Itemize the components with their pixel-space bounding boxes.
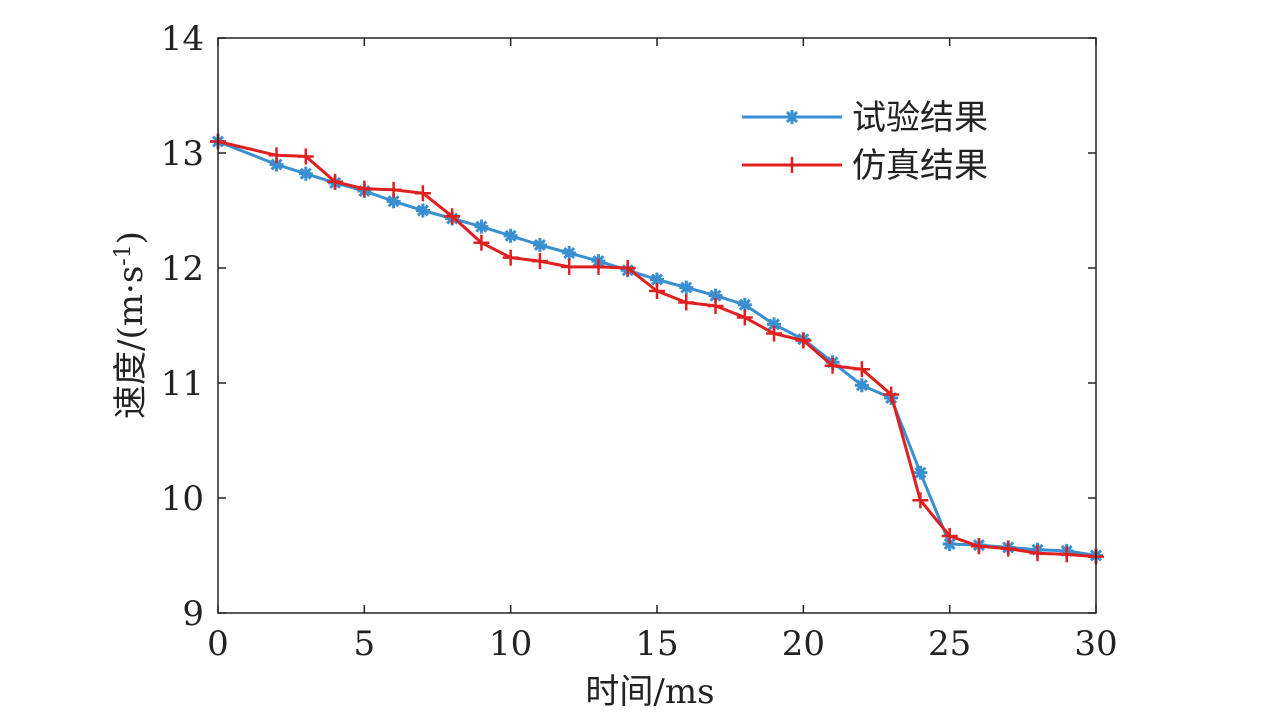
data-point-test-9 xyxy=(503,228,518,243)
data-point-sim-26 xyxy=(1000,540,1017,557)
data-point-test-10 xyxy=(532,238,547,252)
legend-marker-sim xyxy=(784,157,800,173)
data-point-test-21 xyxy=(854,378,869,393)
data-point-sim-24 xyxy=(941,527,958,544)
series-line-test xyxy=(217,140,1097,557)
legend-marker-point xyxy=(784,157,800,173)
y-tick-label: 10 xyxy=(161,479,204,519)
data-point-sim-12 xyxy=(590,258,607,275)
y-tick-label: 9 xyxy=(182,594,204,634)
data-point-sim-25 xyxy=(970,538,987,555)
data-point-sim-17 xyxy=(736,309,753,326)
legend-label-sim: 仿真结果 xyxy=(852,146,988,186)
x-tick-label: 10 xyxy=(489,624,532,664)
y-tick-label: 14 xyxy=(161,19,204,59)
data-point-sim-14 xyxy=(649,283,665,299)
y-axis-label-superscript: -1 xyxy=(111,244,136,265)
data-point-sim-3 xyxy=(327,173,344,190)
data-point-sim-5 xyxy=(385,181,402,198)
legend-marker-point xyxy=(785,110,799,124)
data-point-sim-6 xyxy=(414,185,431,202)
data-point-sim-15 xyxy=(678,294,695,311)
ticks-layer: 0 5 10 15 20 25 30 9 10 11 12 13 14 xyxy=(161,19,1118,664)
x-tick-label: 0 xyxy=(207,624,229,664)
data-point-test-5 xyxy=(386,194,401,209)
x-tick-label: 30 xyxy=(1074,624,1117,664)
y-tick-label: 12 xyxy=(161,249,204,289)
x-tick-label: 20 xyxy=(782,624,825,664)
data-point-sim-8 xyxy=(473,234,490,251)
data-point-test-15 xyxy=(679,280,694,295)
data-point-sim-9 xyxy=(502,249,519,266)
legend: 试验结果 仿真结果 xyxy=(742,98,988,186)
data-point-test-14 xyxy=(650,272,664,287)
series-sim xyxy=(210,133,1104,565)
y-axis-label: 速度/(m·s-1) xyxy=(111,231,151,419)
series-layer xyxy=(210,133,1104,565)
y-axis-label-main: 速度/(m·s xyxy=(111,266,151,419)
data-point-sim-19 xyxy=(795,332,812,349)
x-tick-label: 25 xyxy=(928,624,971,664)
data-point-test-11 xyxy=(562,246,577,261)
data-point-sim-13 xyxy=(619,260,636,276)
x-axis-label: 时间/ms xyxy=(585,672,714,712)
data-point-sim-7 xyxy=(444,208,461,225)
data-point-test-17 xyxy=(737,297,752,312)
data-point-test-6 xyxy=(415,203,430,218)
data-point-sim-10 xyxy=(531,253,548,270)
y-tick-label: 11 xyxy=(161,364,204,404)
legend-label-test: 试验结果 xyxy=(852,98,988,138)
series-test xyxy=(211,134,1103,563)
x-tick-label: 5 xyxy=(354,624,376,664)
series-line-sim xyxy=(217,140,1097,559)
data-point-sim-18 xyxy=(766,325,783,342)
data-point-sim-16 xyxy=(707,297,724,314)
data-point-sim-28 xyxy=(1058,546,1075,563)
data-point-sim-22 xyxy=(883,386,900,403)
data-point-test-8 xyxy=(474,219,489,234)
data-point-sim-4 xyxy=(356,180,373,197)
data-point-test-23 xyxy=(913,465,928,480)
y-axis-label-close: ) xyxy=(111,231,151,244)
data-point-sim-20 xyxy=(824,357,841,374)
data-point-sim-1 xyxy=(268,147,285,164)
data-point-sim-2 xyxy=(297,148,314,165)
legend-marker-test xyxy=(785,110,799,124)
data-point-sim-27 xyxy=(1029,545,1046,562)
data-point-sim-23 xyxy=(912,492,929,509)
data-point-sim-11 xyxy=(561,258,578,275)
x-tick-label: 15 xyxy=(635,624,678,664)
data-point-sim-21 xyxy=(853,361,870,378)
data-point-test-2 xyxy=(298,166,313,181)
y-tick-label: 13 xyxy=(161,134,204,174)
